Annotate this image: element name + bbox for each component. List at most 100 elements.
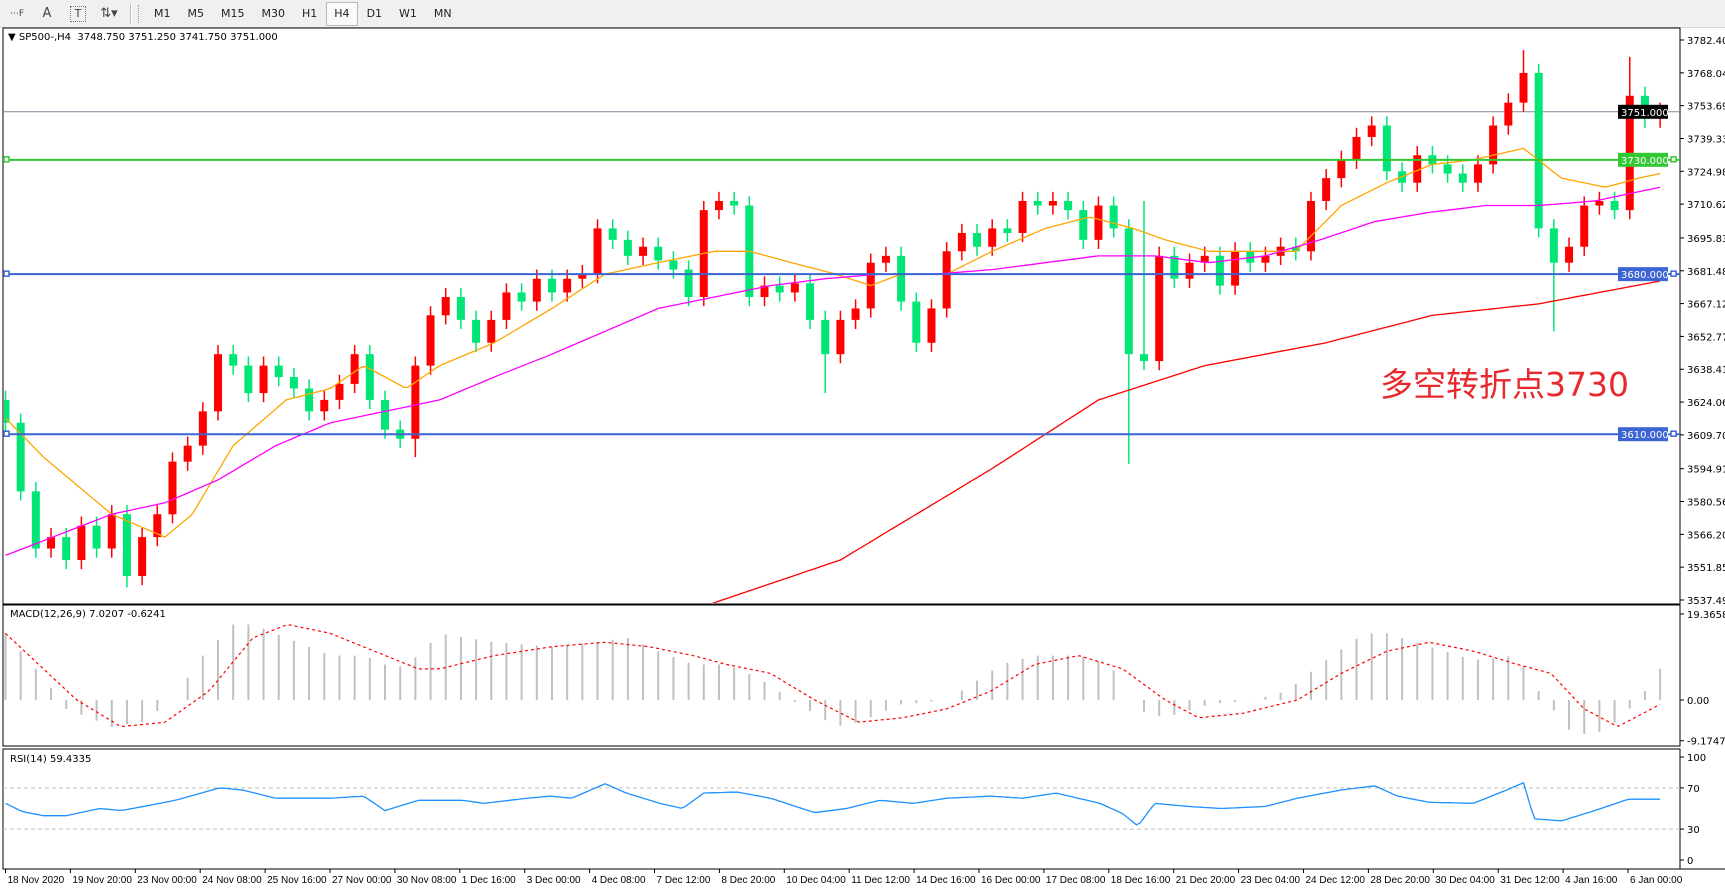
time-tick-label: 24 Nov 08:00: [202, 875, 262, 886]
candle-body: [1003, 228, 1012, 233]
candle-body: [47, 537, 56, 549]
time-tick-label: 31 Dec 12:00: [1500, 875, 1560, 886]
current-price-label: 3751.000: [1621, 108, 1669, 119]
candle-body: [806, 283, 815, 320]
macd-tick-label: 19.3658: [1687, 610, 1725, 621]
time-tick-label: 10 Dec 04:00: [786, 875, 846, 886]
candle-body: [259, 365, 268, 394]
toolbar-grip[interactable]: [138, 4, 142, 23]
candle-body: [851, 308, 860, 320]
time-tick-label: 11 Dec 12:00: [851, 875, 910, 886]
level-price-label: 3730.000: [1621, 156, 1669, 167]
level-handle-right[interactable]: [1670, 156, 1677, 163]
time-tick-label: 25 Nov 16:00: [267, 875, 327, 886]
candle-body: [1322, 178, 1331, 201]
time-tick-label: 14 Dec 16:00: [916, 875, 976, 886]
candle-body: [138, 537, 147, 576]
candle-body: [714, 200, 723, 211]
candle-body: [532, 278, 541, 302]
candle-body: [214, 354, 223, 412]
text-label-icon[interactable]: T: [70, 5, 86, 22]
price-tick-label: 3624.060: [1687, 398, 1725, 409]
timeframe-m5[interactable]: M5: [187, 6, 205, 20]
level-handle-left[interactable]: [3, 430, 10, 437]
candle-body: [153, 514, 162, 538]
main-panel: [2, 27, 1681, 605]
rsi-title: RSI(14) 59.4335: [10, 754, 91, 765]
candle-body: [320, 399, 329, 412]
candle-body: [1352, 136, 1361, 160]
candle-body: [1367, 125, 1376, 137]
time-tick-label: 23 Dec 04:00: [1241, 875, 1301, 886]
price-tick-label: 3580.560: [1687, 498, 1725, 509]
level-price-label: 3610.000: [1621, 430, 1669, 441]
candle-body: [517, 292, 526, 302]
toolbar-separator: [130, 3, 132, 24]
candle-body: [1519, 72, 1528, 103]
legend-ohlc: 3748.750 3751.250 3741.750 3751.000: [77, 32, 278, 43]
timeframe-h4[interactable]: H4: [326, 1, 358, 26]
timeframe-w1[interactable]: W1: [399, 6, 417, 20]
time-tick-label: 21 Dec 20:00: [1176, 875, 1236, 886]
chart-area[interactable]: 3782.400 3768.045 3753.690 3739.335 3724.980…: [0, 27, 1725, 888]
candle-body: [244, 365, 253, 394]
candle-body: [1246, 251, 1255, 263]
candle-body: [547, 278, 556, 293]
timeframe-mn[interactable]: MN: [433, 6, 452, 20]
level-handle-right[interactable]: [1670, 270, 1677, 277]
candle-body: [730, 200, 739, 206]
candle-body: [1291, 246, 1300, 252]
time-tick-label: 4 Dec 08:00: [592, 875, 646, 886]
candle-body: [1231, 251, 1240, 286]
rsi-tick-label: 0: [1687, 856, 1693, 867]
candle-body: [760, 285, 769, 298]
candle-body: [1458, 173, 1467, 183]
level-price-label-bg: [1618, 152, 1668, 167]
timeframe-m15[interactable]: M15: [221, 6, 245, 20]
candle-body: [821, 319, 830, 355]
timeframe-m30[interactable]: M30: [261, 6, 286, 20]
candle-body: [289, 377, 298, 389]
candle-body: [1610, 200, 1619, 211]
timeframe-m1[interactable]: M1: [154, 6, 171, 20]
candle-body: [1140, 354, 1148, 362]
timeframe-d1[interactable]: D1: [366, 6, 383, 20]
candle-body: [654, 246, 663, 261]
candle-body: [1565, 246, 1574, 263]
time-tick-label: 24 Dec 12:00: [1306, 875, 1366, 886]
timeframe-h1[interactable]: H1: [302, 6, 318, 20]
candle-body: [1595, 200, 1604, 206]
candle-body: [1064, 200, 1073, 211]
candle-body: [1413, 155, 1422, 183]
candle-body: [775, 285, 784, 293]
candle-body: [1018, 200, 1027, 233]
arrows-tool-icon[interactable]: ⇅▾: [100, 6, 118, 21]
level-handle-right[interactable]: [1670, 430, 1677, 437]
candle-body: [183, 445, 192, 462]
candle-body: [31, 491, 40, 549]
candle-body: [229, 354, 238, 366]
chart-annotation-text[interactable]: 多空转折点3730: [1380, 365, 1629, 404]
chart-legend: ▼ SP500-,H4 3748.750 3751.250 3741.750 3…: [8, 32, 278, 43]
level-handle-left[interactable]: [3, 156, 10, 163]
legend-dropdown-icon[interactable]: ▼: [8, 32, 16, 43]
rsi-line: [5, 781, 1661, 826]
price-tick-label: 3566.205: [1687, 530, 1725, 541]
time-tick-label: 30 Nov 08:00: [397, 875, 457, 886]
period-separator-icon[interactable]: ⋯F: [9, 8, 25, 19]
candle-body: [1033, 200, 1042, 206]
candle-body: [16, 422, 25, 492]
moving-average-mid: [5, 186, 1661, 557]
candle-body: [1382, 125, 1391, 172]
price-tick-label: 3724.980: [1687, 167, 1725, 178]
candle-body: [1337, 159, 1346, 179]
candle-body: [122, 514, 131, 576]
level-handle-left[interactable]: [3, 270, 10, 277]
candle-body: [988, 228, 997, 247]
candle-body: [669, 260, 678, 270]
candle-body: [472, 319, 481, 343]
candle-body: [836, 319, 845, 355]
candle-body: [563, 278, 572, 293]
text-tool-icon[interactable]: A: [42, 6, 52, 21]
candle-body: [77, 525, 86, 560]
